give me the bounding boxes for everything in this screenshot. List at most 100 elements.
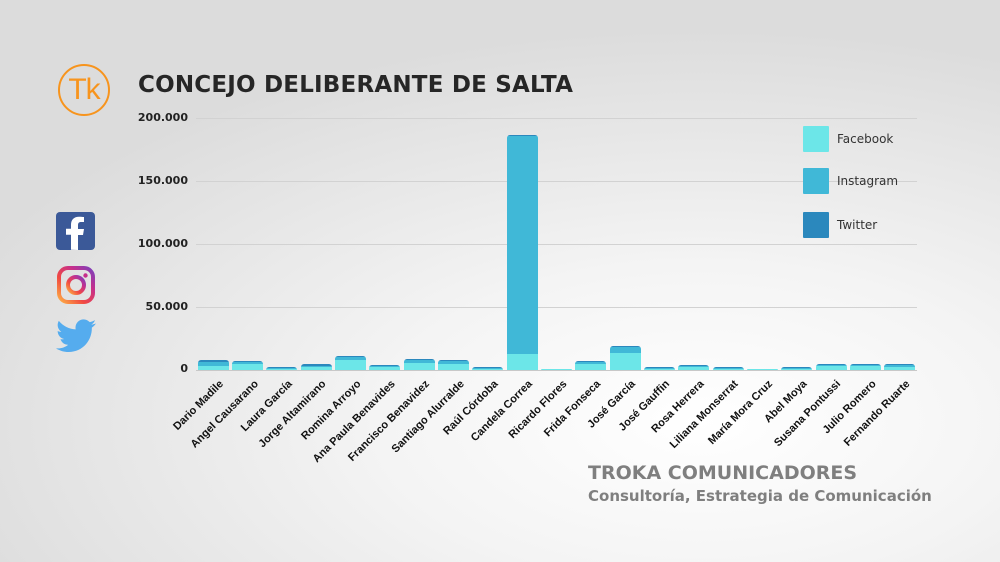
bar [403,358,435,370]
bar-segment-twitter [472,367,504,368]
bar-segment-instagram [884,364,916,367]
y-tick-50000: 50.000 [145,300,188,313]
bar-segment-facebook [369,366,401,370]
legend-twitter: Twitter [803,212,877,238]
bar-segment-instagram [266,367,298,369]
bar [781,367,813,370]
bar-segment-facebook [541,369,572,370]
gridline [196,118,917,119]
bar-segment-instagram [850,364,881,366]
bar-segment-twitter [609,346,641,348]
bar-segment-facebook [644,368,675,370]
bar [438,360,469,370]
bar [232,360,263,370]
gridline [196,307,917,308]
bar-segment-facebook [678,366,710,370]
page-title: CONCEJO DELIBERANTE DE SALTA [138,72,574,98]
bar-segment-instagram [197,361,229,366]
bar-segment-twitter [335,356,366,358]
bar [369,364,401,370]
company-tagline: Consultoría, Estrategia de Comunicación [588,487,932,505]
bar-segment-instagram [781,368,813,369]
y-tick-100000: 100.000 [137,237,188,250]
facebook-icon [56,212,95,250]
bar [575,360,607,370]
bar-segment-twitter [712,367,744,368]
legend-label: Facebook [837,132,894,146]
bar-segment-twitter [232,360,263,362]
bar [609,346,641,370]
bar-segment-facebook [712,369,744,370]
bar-segment-facebook [575,364,607,370]
legend-swatch-twitter [803,212,829,238]
bar-segment-instagram [712,368,744,369]
bar-segment-facebook [815,366,847,370]
bar-segment-facebook [197,365,229,370]
bar-segment-instagram [575,362,607,365]
bar-segment-instagram [232,361,263,365]
bar-segment-facebook [403,363,435,370]
bar-segment-twitter [438,360,469,362]
bar-segment-facebook [266,368,298,370]
bar-segment-instagram [815,364,847,367]
legend-swatch-facebook [803,126,829,152]
y-tick-200000: 200.000 [137,111,188,124]
x-axis-label: Fernando Ruarte [841,378,913,449]
bar [541,369,572,370]
bar-segment-facebook [300,367,332,370]
bar-segment-twitter [815,363,847,365]
bar-segment-twitter [506,134,538,136]
instagram-icon [56,265,96,305]
gridline [196,370,917,371]
bar-segment-facebook [506,353,538,370]
legend-label: Instagram [837,174,899,188]
bar [335,356,366,370]
legend-label: Twitter [837,218,878,232]
legend-facebook: Facebook [803,126,893,152]
gridline [196,181,917,182]
x-axis-label: María Mora Cruz [705,378,775,447]
bar [884,363,916,370]
company-name: TROKA COMUNICADORES [588,462,858,484]
bar-segment-facebook [232,364,263,370]
bar-segment-instagram [506,135,538,354]
x-axis-label: Romina Arroyo [298,378,364,443]
twitter-icon [56,318,96,354]
bar [266,366,298,370]
bar-segment-twitter [678,364,710,366]
bar-segment-twitter [403,358,435,360]
bar-segment-twitter [575,360,607,363]
bar [678,364,710,370]
bar-segment-instagram [438,361,469,364]
bar [644,366,675,370]
bar-segment-instagram [403,359,435,364]
bar-segment-facebook [781,369,813,370]
y-tick-150000: 150.000 [137,174,188,187]
legend-swatch-instagram [803,168,829,194]
bar-segment-instagram [644,367,675,369]
bar-segment-twitter [850,363,881,365]
bar-segment-instagram [335,357,366,360]
bar-segment-instagram [300,365,332,368]
bar-segment-twitter [266,366,298,368]
bar-segment-facebook [609,353,641,370]
bar-segment-facebook [472,369,504,370]
bar [712,367,744,370]
chart-plot-area [196,118,917,370]
legend-instagram: Instagram [803,168,898,194]
gridline [196,244,917,245]
bar-segment-facebook [438,363,469,370]
bar-segment-facebook [884,366,916,370]
bar [197,359,229,370]
x-axis-label: Candela Correa [468,378,535,444]
bar-segment-facebook [850,365,881,370]
bar-segment-facebook [747,369,778,370]
bar-segment-instagram [472,368,504,369]
bar-segment-twitter [781,367,813,368]
bar-segment-twitter [300,364,332,366]
bar [747,369,778,370]
bar [815,363,847,370]
bar-segment-facebook [335,359,366,370]
bar [300,364,332,370]
bar-segment-twitter [197,359,229,362]
